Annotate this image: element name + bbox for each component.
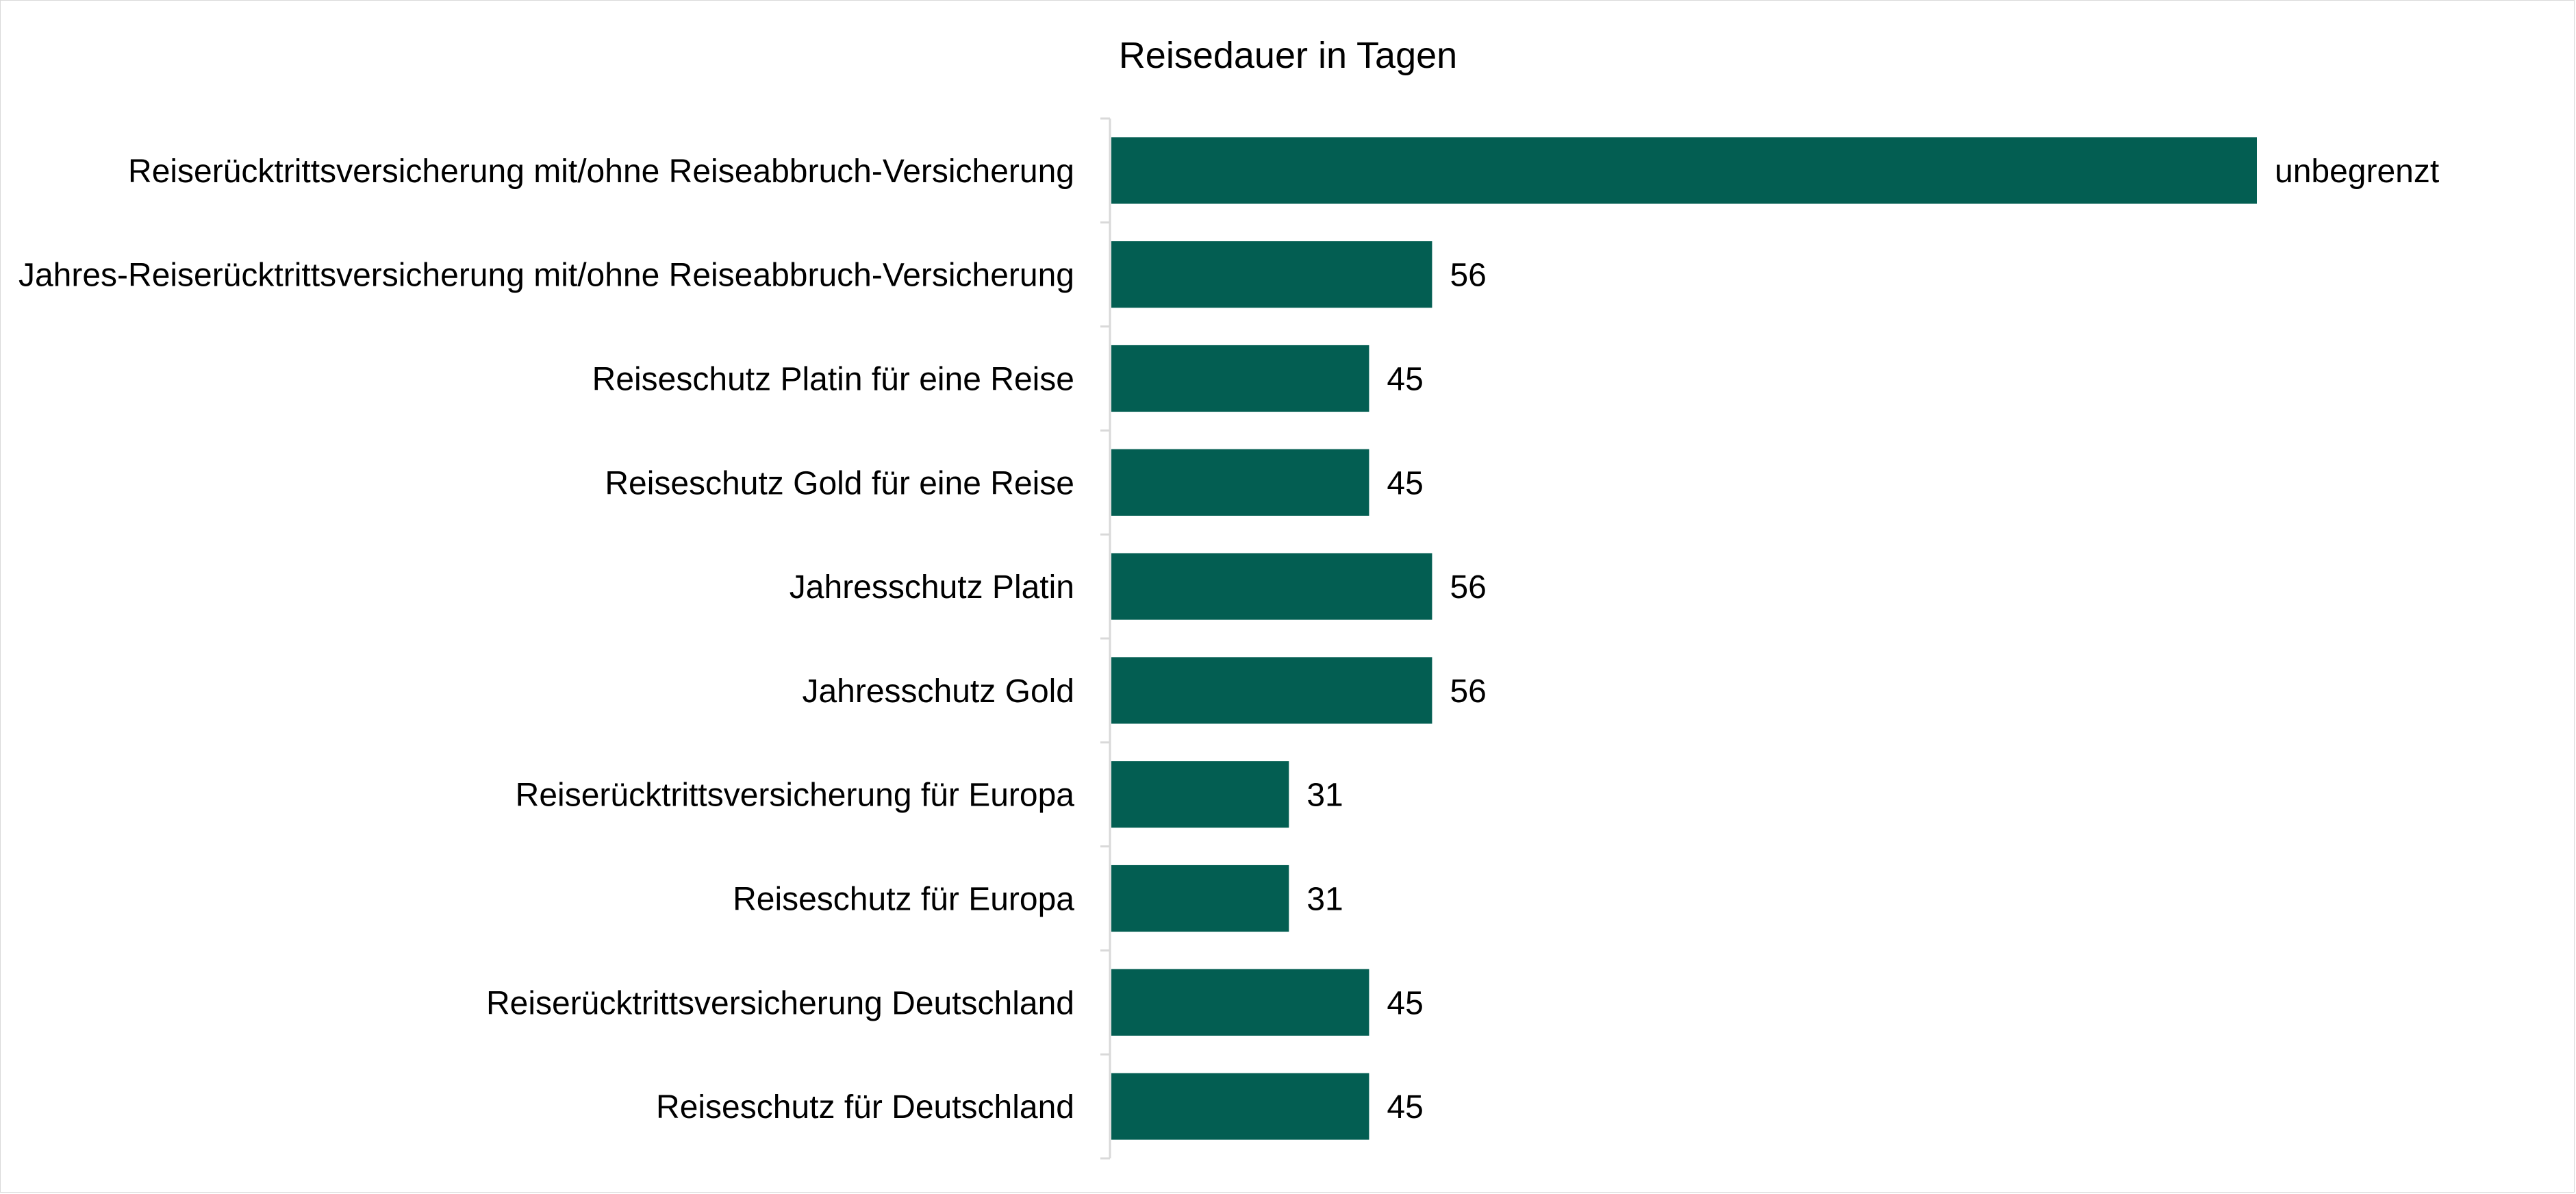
data-label: 31	[1306, 778, 1343, 814]
category-labels-group: Reiserücktrittsversicherung mit/ohne Rei…	[18, 153, 1074, 1125]
category-label: Reiserücktrittsversicherung Deutschland	[486, 985, 1074, 1021]
bar	[1111, 969, 1369, 1036]
data-label: 31	[1306, 882, 1343, 918]
category-label: Reiserücktrittsversicherung für Europa	[516, 778, 1075, 814]
bar	[1111, 137, 2257, 204]
data-label: 45	[1387, 985, 1423, 1021]
category-label: Reiseschutz für Deutschland	[656, 1089, 1074, 1125]
data-label: 56	[1450, 258, 1486, 294]
bar	[1111, 553, 1432, 620]
category-label: Jahresschutz Gold	[802, 673, 1074, 710]
data-label: 45	[1387, 465, 1423, 501]
data-labels-group: unbegrenzt 56 45 45 56 56 31 31 45 45	[1306, 153, 2439, 1125]
category-axis	[1100, 117, 1111, 1160]
bar	[1111, 865, 1289, 932]
bar	[1111, 657, 1432, 724]
data-label: 45	[1387, 362, 1423, 398]
category-label: Reiseschutz Platin für eine Reise	[592, 362, 1074, 398]
category-label: Reiseschutz Gold für eine Reise	[605, 465, 1074, 501]
data-label: 56	[1450, 569, 1486, 606]
bar	[1111, 345, 1369, 412]
category-label: Reiseschutz für Europa	[733, 882, 1074, 918]
data-label: unbegrenzt	[2275, 153, 2439, 190]
bar	[1111, 241, 1432, 308]
data-label: 56	[1450, 673, 1486, 710]
chart-title: Reisedauer in Tagen	[1119, 35, 1457, 76]
bar	[1111, 1073, 1369, 1140]
category-label: Jahres-Reiserücktrittsversicherung mit/o…	[18, 258, 1074, 294]
data-label: 45	[1387, 1089, 1423, 1125]
bars-group	[1111, 137, 2257, 1140]
category-label: Jahresschutz Platin	[790, 569, 1074, 606]
bar	[1111, 449, 1369, 516]
bar	[1111, 761, 1289, 828]
category-label: Reiserücktrittsversicherung mit/ohne Rei…	[128, 153, 1074, 190]
